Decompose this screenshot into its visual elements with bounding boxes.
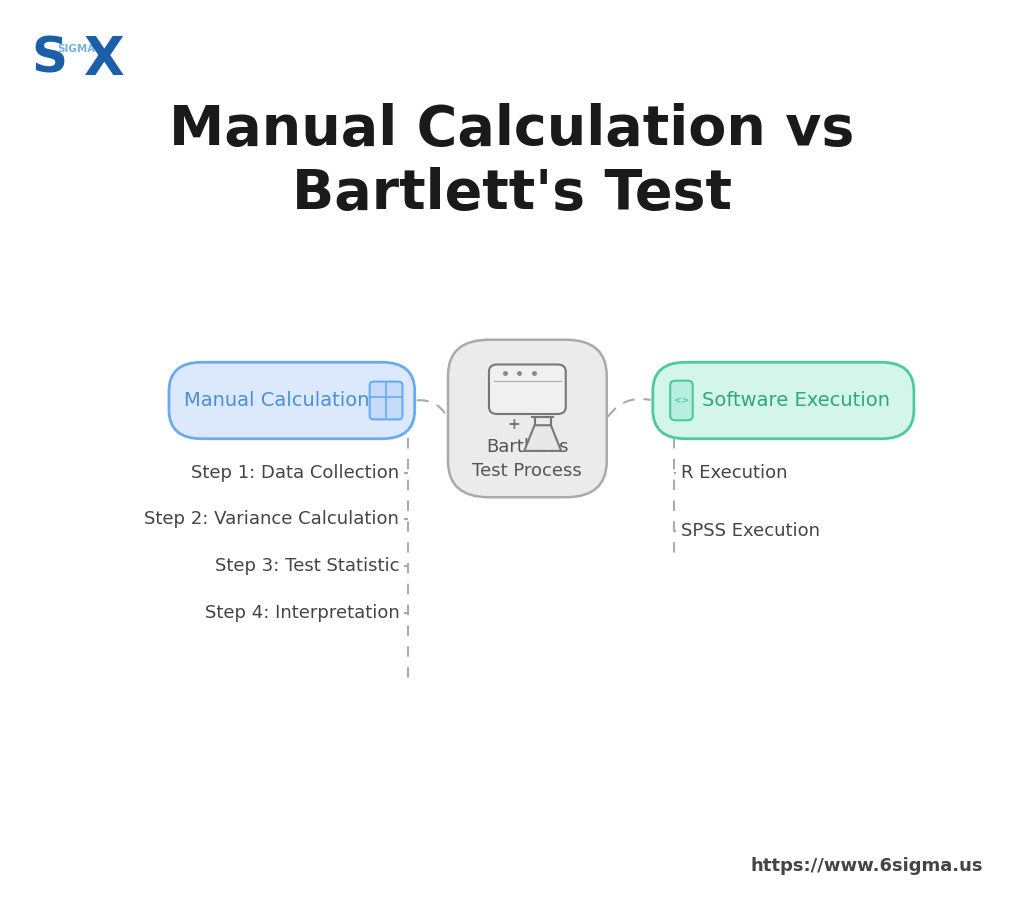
Text: S: S [31, 34, 68, 83]
FancyBboxPatch shape [370, 382, 402, 419]
FancyBboxPatch shape [670, 381, 692, 420]
Text: Step 1: Data Collection: Step 1: Data Collection [191, 464, 399, 482]
Text: <>: <> [674, 396, 689, 405]
FancyArrowPatch shape [608, 399, 650, 416]
FancyBboxPatch shape [169, 362, 415, 438]
Text: Step 3: Test Statistic: Step 3: Test Statistic [215, 557, 399, 575]
FancyBboxPatch shape [653, 362, 913, 438]
Polygon shape [524, 426, 561, 451]
Text: Manual Calculation: Manual Calculation [183, 391, 370, 410]
FancyBboxPatch shape [449, 339, 606, 497]
Text: Bartlett's
Test Process: Bartlett's Test Process [472, 438, 583, 480]
Text: +: + [508, 418, 520, 432]
Text: Step 2: Variance Calculation: Step 2: Variance Calculation [144, 510, 399, 528]
Text: SIGMA: SIGMA [57, 44, 96, 55]
Text: Manual Calculation vs
Bartlett's Test: Manual Calculation vs Bartlett's Test [169, 103, 855, 221]
Text: SPSS Execution: SPSS Execution [681, 522, 820, 540]
FancyBboxPatch shape [489, 364, 565, 414]
Text: https://www.6sigma.us: https://www.6sigma.us [751, 857, 983, 875]
Text: Software Execution: Software Execution [701, 391, 890, 410]
Text: R Execution: R Execution [681, 464, 787, 482]
Text: X: X [84, 34, 125, 86]
FancyArrowPatch shape [418, 400, 446, 416]
Text: Step 4: Interpretation: Step 4: Interpretation [205, 604, 399, 622]
